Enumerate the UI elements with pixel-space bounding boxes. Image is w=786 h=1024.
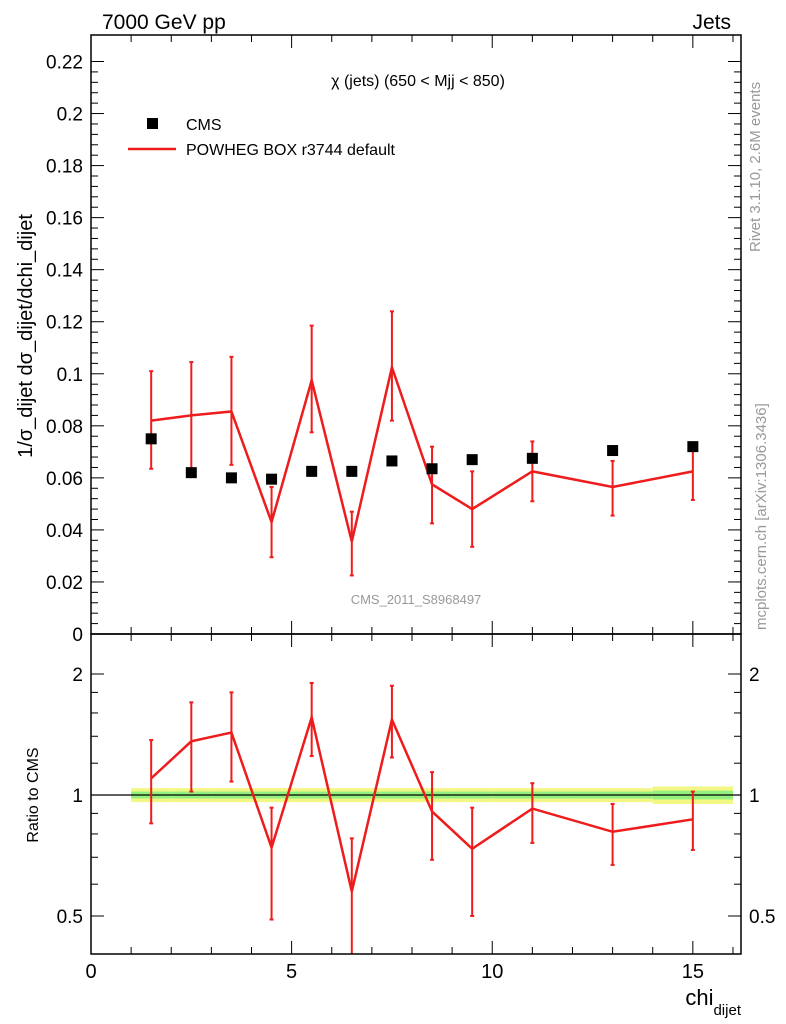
main-y-axis-label: 1/σ_dijet dσ_dijet/dchi_dijet: [15, 214, 37, 458]
main-y-tick-label: 0.12: [46, 313, 83, 334]
main-title: χ (jets) (650 < Mjj < 850): [331, 73, 505, 90]
cms-data-point: [526, 452, 538, 464]
cms-data-point: [426, 463, 438, 475]
main-y-tick-label: 0: [72, 625, 83, 646]
legend-label-mc: POWHEG BOX r3744 default: [186, 142, 396, 159]
main-y-tick-label: 0.16: [46, 209, 83, 230]
main-y-tick-label: 0.14: [46, 261, 83, 282]
main-y-tick-label: 0.18: [46, 157, 83, 178]
main-panel: 0 0.02 0.04 0.06 0.08 0.1 0.12 0.14 0.16 0.18 0.2 0…: [15, 34, 742, 646]
x-tick-label: 0: [85, 961, 96, 983]
legend-label-cms: CMS: [186, 117, 222, 134]
main-y-tick-label: 0.22: [46, 53, 83, 74]
mc-series-line: [151, 362, 694, 542]
x-axis-label-main: chi: [685, 985, 713, 1010]
ratio-y-tick-label: 1: [72, 786, 83, 807]
cms-data-point: [225, 472, 237, 484]
ratio-y-tick-label-right: 1: [749, 786, 760, 807]
header-left: 7000 GeV pp: [102, 11, 226, 34]
cms-data-point: [185, 467, 197, 479]
main-y-tick-label: 0.1: [57, 365, 83, 386]
ratio-y-tick-label: 0.5: [57, 907, 83, 928]
cms-data-point: [607, 445, 619, 457]
x-tick-label: 5: [286, 961, 297, 983]
legend-marker-cms: [147, 118, 158, 129]
cms-data-point: [306, 465, 318, 477]
ratio-y-tick-label: 2: [72, 665, 83, 686]
main-y-tick-label: 0.2: [57, 105, 83, 126]
cms-data-point: [145, 433, 157, 445]
ratio-frame: [90, 633, 742, 955]
main-y-tick-label: 0.04: [46, 521, 83, 542]
cms-data-point: [687, 441, 699, 453]
rivet-label: Rivet 3.1.10, 2.6M events: [747, 82, 764, 252]
ratio-y-tick-label-right: 0.5: [749, 907, 775, 928]
main-y-tick-label: 0.08: [46, 417, 83, 438]
ratio-panel: 0.5 0.5 1 1 2 2 Ratio to CMS 0 5 10 15 chidijet: [25, 633, 775, 1019]
main-y-tick-label: 0.06: [46, 469, 83, 490]
x-axis-label: chidijet: [685, 985, 741, 1019]
ratio-y-tick-label-right: 2: [749, 665, 760, 686]
legend: CMS POWHEG BOX r3744 default: [128, 117, 396, 159]
mcplots-label: mcplots.cern.ch [arXiv:1306.3436]: [753, 403, 770, 630]
x-tick-label: 10: [481, 961, 503, 983]
ratio-y-axis-label: Ratio to CMS: [25, 747, 42, 842]
cms-data-point: [266, 473, 278, 485]
ratio-series-line: [150, 712, 694, 892]
cms-data-point: [466, 454, 478, 466]
watermark: CMS_2011_S8968497: [351, 592, 482, 607]
header-right: Jets: [692, 11, 731, 34]
cms-data-point: [346, 465, 358, 477]
x-axis-label-sub: dijet: [713, 1002, 741, 1019]
cms-data-point: [386, 455, 398, 467]
main-y-tick-label: 0.02: [46, 573, 83, 594]
x-tick-label: 15: [682, 961, 704, 983]
